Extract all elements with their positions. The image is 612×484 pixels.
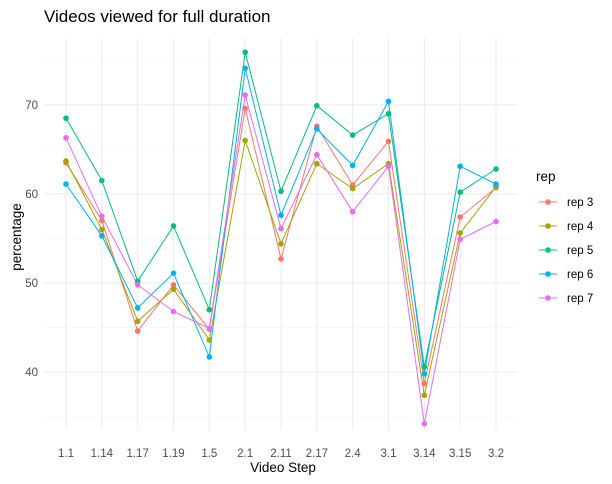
data-point <box>278 212 284 219</box>
data-point <box>314 102 320 109</box>
data-point <box>421 363 428 370</box>
legend: rep rep 3 rep 4 rep 5 rep 6 rep 7 <box>536 169 594 305</box>
legend-label: rep 5 <box>567 245 593 257</box>
legend-label: rep 4 <box>567 221 594 233</box>
x-tick-label: 3.1 <box>381 448 397 460</box>
y-tick-label: 40 <box>25 367 38 379</box>
y-axis-title: percentage <box>9 203 24 271</box>
data-point <box>421 392 428 399</box>
x-tick-label: 2.1 <box>237 448 253 460</box>
legend-key-point <box>545 199 551 205</box>
y-tick-label: 70 <box>25 100 38 112</box>
data-point <box>99 226 105 233</box>
x-tick-label: 1.19 <box>162 448 184 460</box>
y-tick-label: 50 <box>25 278 38 290</box>
legend-title: rep <box>536 169 556 184</box>
data-point <box>457 236 463 243</box>
data-point <box>493 181 499 187</box>
data-point <box>242 49 248 56</box>
data-point <box>170 286 177 293</box>
x-tick-label: 1.14 <box>91 448 114 460</box>
data-point <box>99 177 105 184</box>
legend-label: rep 7 <box>567 293 593 305</box>
data-point <box>493 166 499 172</box>
data-point <box>134 281 141 288</box>
data-point <box>278 256 284 262</box>
data-point <box>134 305 141 311</box>
y-axis-ticks: 40 50 60 70 <box>25 100 38 379</box>
x-tick-label: 1.5 <box>201 448 217 460</box>
data-point <box>206 354 213 360</box>
data-point <box>493 218 499 225</box>
data-point <box>206 337 213 343</box>
data-point <box>421 420 428 427</box>
data-point <box>99 213 105 219</box>
data-point <box>63 158 69 164</box>
data-point <box>349 162 356 169</box>
data-point <box>134 318 141 325</box>
data-point <box>63 134 69 141</box>
data-point <box>385 98 392 105</box>
data-point <box>170 270 177 277</box>
data-point <box>63 181 69 187</box>
data-point <box>134 328 141 334</box>
x-tick-label: 3.14 <box>413 448 436 460</box>
data-point <box>349 132 356 138</box>
data-point <box>278 225 284 232</box>
data-point <box>385 110 392 117</box>
chart-title: Videos viewed for full duration <box>44 7 271 26</box>
data-point <box>242 92 248 98</box>
data-point <box>421 371 428 377</box>
data-point <box>242 105 248 112</box>
y-tick-label: 60 <box>25 189 38 201</box>
data-point <box>314 151 320 158</box>
data-point <box>457 163 463 170</box>
data-point <box>385 138 392 145</box>
data-point <box>278 241 284 247</box>
series-points <box>63 49 499 427</box>
data-point <box>314 160 320 167</box>
data-point <box>278 188 284 195</box>
data-point <box>349 185 356 192</box>
x-tick-label: 1.17 <box>126 448 148 460</box>
legend-key-point <box>545 223 551 229</box>
x-axis-title: Video Step <box>250 460 316 475</box>
data-point <box>457 230 463 236</box>
legend-label: rep 3 <box>567 197 593 209</box>
data-point <box>206 306 213 313</box>
grid <box>44 38 518 430</box>
data-point <box>457 189 463 195</box>
legend-key-point <box>545 271 551 277</box>
data-point <box>242 65 248 72</box>
data-point <box>242 137 248 144</box>
data-point <box>99 217 105 224</box>
legend-key-point <box>545 295 551 301</box>
x-tick-label: 1.1 <box>58 448 74 460</box>
x-tick-label: 2.17 <box>306 448 328 460</box>
x-tick-label: 3.15 <box>449 448 471 460</box>
data-point <box>206 325 213 332</box>
x-tick-label: 2.4 <box>345 448 362 460</box>
data-point <box>385 163 392 170</box>
x-tick-label: 2.11 <box>270 448 292 460</box>
x-tick-label: 3.2 <box>488 448 504 460</box>
data-point <box>170 223 177 229</box>
data-point <box>349 208 356 215</box>
data-point <box>457 214 463 220</box>
data-point <box>99 232 105 239</box>
legend-label: rep 6 <box>567 269 593 281</box>
legend-key-point <box>545 247 551 253</box>
data-point <box>170 308 177 315</box>
data-point <box>170 281 177 288</box>
data-point <box>421 380 428 387</box>
x-axis-ticks: 1.1 1.14 1.17 1.19 1.5 2.1 2.11 2.17 2.4 3.1 3.14 3… <box>58 448 504 460</box>
data-point <box>314 126 320 132</box>
data-point <box>63 115 69 121</box>
